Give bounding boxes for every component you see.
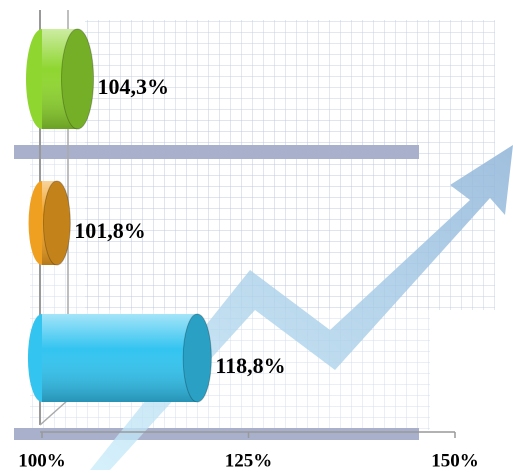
- bar-shade: [42, 314, 198, 402]
- bar: [27, 313, 212, 403]
- bar-cap-shade: [43, 181, 71, 265]
- value-label: 104,3%: [98, 74, 170, 99]
- bar-cap-shade: [183, 314, 212, 402]
- bar: [28, 180, 71, 266]
- value-label: 118,8%: [215, 353, 285, 378]
- background: [14, 10, 513, 470]
- bar-cap: [182, 313, 212, 403]
- value-label: 101,8%: [74, 218, 146, 243]
- bar: [26, 28, 95, 130]
- bar-cap: [61, 28, 95, 130]
- bar-cap-shade: [61, 29, 94, 129]
- x-tick-label: 150%: [431, 450, 479, 471]
- bar-cap: [42, 180, 71, 266]
- x-tick-label: 125%: [225, 450, 273, 471]
- x-tick-label: 100%: [18, 450, 66, 471]
